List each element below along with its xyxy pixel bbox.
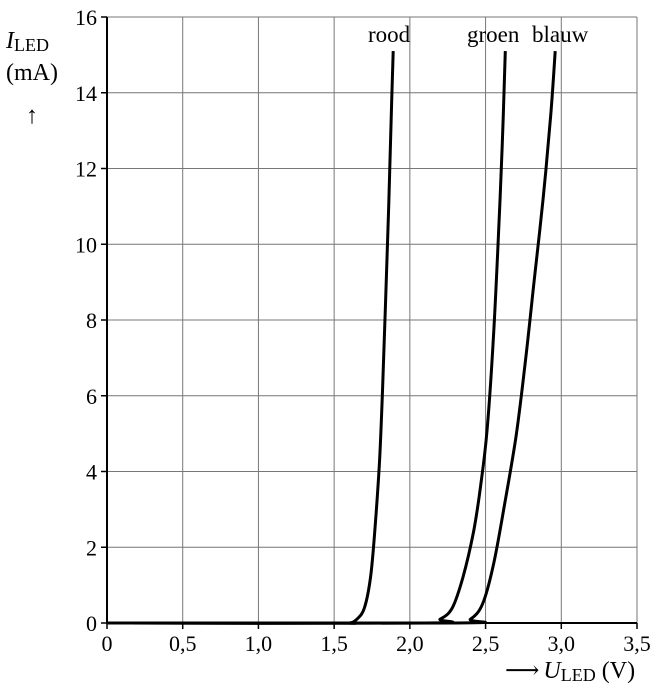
grid <box>106 16 638 624</box>
x-tick-label-3: 1,5 <box>320 631 348 656</box>
x-tick-label-7: 3,5 <box>623 631 651 656</box>
x-tick-label-2: 1,0 <box>245 631 273 656</box>
x-axis-subscript: LED <box>561 665 596 685</box>
y-tick-label-8: 16 <box>75 5 97 30</box>
y-axis-subscript: LED <box>14 35 49 55</box>
x-axis-unit: (V) <box>602 658 635 684</box>
series-line-blauw <box>106 51 557 625</box>
y-tick-label-4: 8 <box>86 308 97 333</box>
x-axis-label: ⟶ ULED (V) <box>505 658 635 685</box>
y-axis-symbol: I <box>5 28 15 54</box>
series-line-groen <box>106 51 507 625</box>
y-tick-label-5: 10 <box>75 232 97 257</box>
x-axis-symbol: U <box>543 658 562 684</box>
series-line-rood <box>106 51 395 625</box>
x-tick-label-5: 2,5 <box>472 631 500 656</box>
y-tick-label-3: 6 <box>86 384 97 409</box>
y-tick-label-6: 12 <box>75 157 97 182</box>
x-tick-label-4: 2,0 <box>396 631 424 656</box>
y-axis-arrow: ↑ <box>26 103 38 129</box>
y-tick-label-7: 14 <box>75 81 97 106</box>
axes <box>101 16 638 629</box>
x-tick-label-0: 0 <box>102 631 113 656</box>
y-axis-label: ILED <box>5 28 49 55</box>
x-tick-label-1: 0,5 <box>169 631 197 656</box>
curves <box>106 51 557 625</box>
y-tick-label-2: 4 <box>86 460 97 485</box>
x-tick-label-6: 3,0 <box>548 631 576 656</box>
y-tick-label-0: 0 <box>86 611 97 636</box>
y-axis-unit: (mA) <box>6 60 58 86</box>
series-label-groen: groen <box>467 22 520 47</box>
series-label-rood: rood <box>368 22 411 47</box>
series-label-blauw: blauw <box>532 22 589 47</box>
y-tick-label-1: 2 <box>86 535 97 560</box>
tick-labels: 0 2 4 6 8 10 12 14 16 0 0,5 1,0 1,5 2,0 2,5 3,0 3,5 <box>75 5 651 656</box>
x-axis-arrow: ⟶ <box>505 658 539 684</box>
